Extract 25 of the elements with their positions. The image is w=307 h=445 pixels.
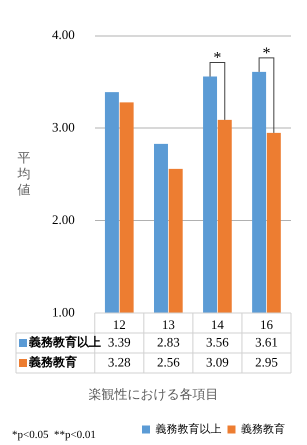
text: 義務教育 xyxy=(29,355,77,370)
data-label: 2.83 xyxy=(156,334,180,350)
y-tick-label: 3.00 xyxy=(52,120,75,135)
legend-label: 義務教育 xyxy=(241,422,285,436)
text: 義務教育以上 xyxy=(156,423,222,436)
y-tick-label: 2.00 xyxy=(52,212,75,228)
annotation: * xyxy=(213,50,222,67)
data-label: 3.61 xyxy=(255,334,278,350)
y-tick-label: 1.00 xyxy=(52,304,75,320)
data-label: 3.56 xyxy=(206,334,230,350)
data-label: 3.28 xyxy=(108,354,131,370)
x-tick-label: 12 xyxy=(112,317,126,332)
x-axis-title: 楽観性における各項目 xyxy=(88,386,218,402)
y-tick-label: 4.00 xyxy=(52,27,75,42)
x-tick-label: 14 xyxy=(210,317,224,332)
x-tick-label: 16 xyxy=(260,317,274,332)
annotation: * xyxy=(262,45,270,62)
data-label: 2.95 xyxy=(255,354,278,370)
text: *p<0.05 **p<0.01 xyxy=(12,428,96,441)
data-label: 3.09 xyxy=(206,354,229,370)
data-label: 3.39 xyxy=(108,334,131,350)
y-axis-title: 平均値 xyxy=(16,150,30,197)
legend-label: 義務教育以上 xyxy=(28,335,101,350)
x-tick-label: 13 xyxy=(162,317,175,332)
data-label: 2.56 xyxy=(156,354,180,370)
